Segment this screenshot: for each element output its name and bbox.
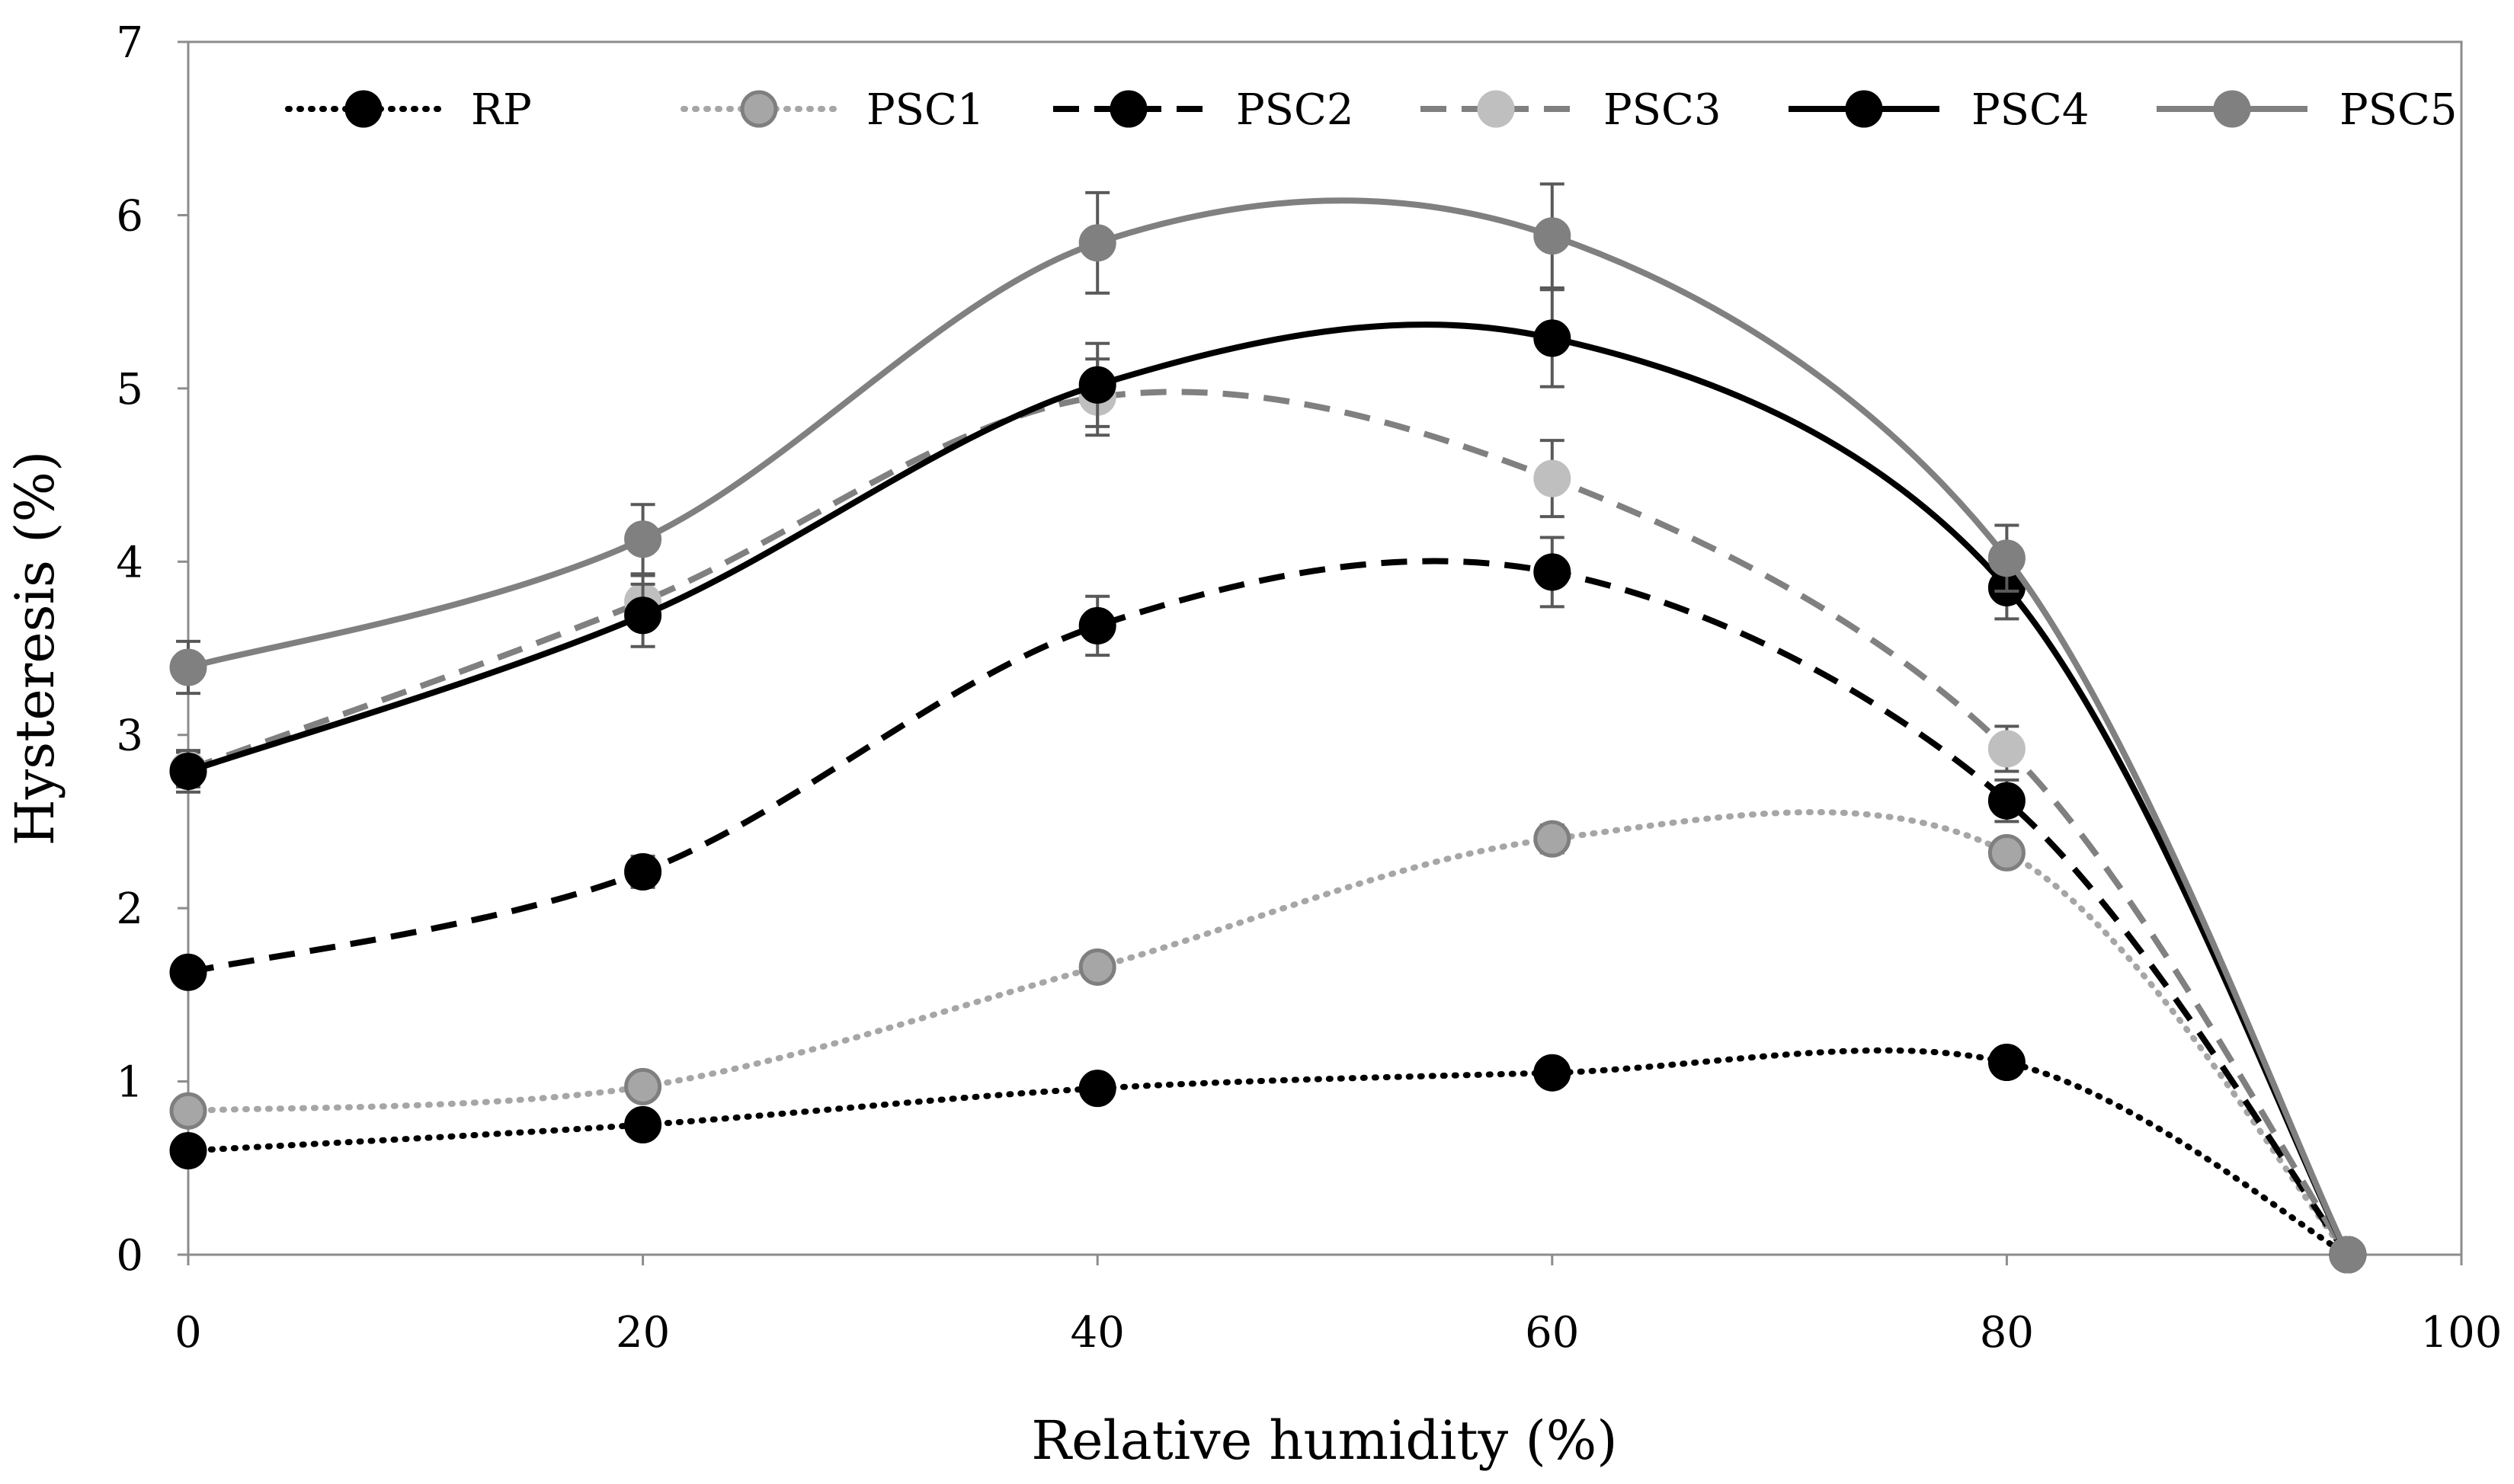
series-line-PSC4 xyxy=(187,321,2351,1256)
data-point-PSC1 xyxy=(1987,833,2026,872)
data-point-PSC2 xyxy=(169,953,207,991)
legend-item-PSC3: PSC3 xyxy=(1420,85,1721,135)
x-axis-title: Relative humidity (%) xyxy=(1031,1409,1617,1472)
series-PSC2 xyxy=(169,536,2367,1274)
legend-item-PSC5: PSC5 xyxy=(2157,85,2458,135)
axes: 0 20 40 60 80 100 0 1 2 3 4 5 6 7 xyxy=(116,18,2502,1358)
legend-marker-PSC3 xyxy=(1477,90,1515,128)
data-point-PSC5 xyxy=(624,520,662,558)
x-tick-label: 100 xyxy=(2421,1308,2503,1358)
legend-marker-RP xyxy=(344,90,383,128)
data-point-PSC5 xyxy=(2329,1236,2367,1274)
series-RP xyxy=(169,1044,2367,1274)
legend-label-PSC2: PSC2 xyxy=(1236,85,1354,135)
x-tick-label: 40 xyxy=(1071,1308,1125,1358)
x-tick-label: 80 xyxy=(1980,1308,2034,1358)
data-point-RP xyxy=(624,1105,662,1143)
data-point-PSC1 xyxy=(169,1092,207,1130)
data-point-PSC5 xyxy=(1078,224,1116,262)
y-tick-label: 1 xyxy=(116,1058,143,1108)
data-point-PSC5 xyxy=(1987,539,2026,577)
series-PSC4 xyxy=(169,288,2367,1274)
y-tick-label: 7 xyxy=(116,18,143,68)
data-point-RP xyxy=(1533,1054,1571,1092)
legend-label-RP: RP xyxy=(471,85,532,135)
series-line-PSC2 xyxy=(187,558,2351,1257)
y-tick-label: 6 xyxy=(116,191,143,241)
data-point-PSC1 xyxy=(624,1067,662,1105)
y-tick-label: 5 xyxy=(116,365,143,414)
legend-marker-PSC1 xyxy=(740,90,778,128)
data-point-PSC2 xyxy=(1987,782,2026,820)
legend-item-PSC1: PSC1 xyxy=(681,85,985,135)
y-tick-label: 4 xyxy=(116,538,143,587)
data-point-PSC4 xyxy=(169,752,207,790)
x-tick-label: 0 xyxy=(175,1308,202,1358)
data-point-PSC1 xyxy=(1533,820,1571,858)
data-point-PSC1 xyxy=(1078,948,1116,986)
data-point-PSC2 xyxy=(624,852,662,891)
x-tick-label: 20 xyxy=(616,1308,670,1358)
y-tick-label: 0 xyxy=(116,1231,143,1281)
series-layer xyxy=(169,182,2367,1274)
legend-label-PSC4: PSC4 xyxy=(1971,85,2090,135)
data-point-PSC4 xyxy=(624,596,662,635)
legend-label-PSC1: PSC1 xyxy=(866,85,985,135)
legend-label-PSC5: PSC5 xyxy=(2339,85,2458,135)
data-point-PSC3 xyxy=(1987,730,2026,768)
data-point-RP xyxy=(1078,1070,1116,1108)
legend-label-PSC3: PSC3 xyxy=(1603,85,1721,135)
data-point-PSC4 xyxy=(1533,319,1571,357)
series-line-PSC3 xyxy=(187,389,2351,1257)
data-point-RP xyxy=(1987,1044,2026,1082)
data-point-PSC5 xyxy=(169,648,207,686)
legend-marker-PSC5 xyxy=(2213,90,2251,128)
data-point-PSC2 xyxy=(1533,553,1571,591)
y-tick-label: 2 xyxy=(116,884,143,934)
y-axis-title: Hysteresis (%) xyxy=(4,451,66,846)
data-point-PSC2 xyxy=(1078,606,1116,644)
y-tick-label: 3 xyxy=(116,712,143,761)
series-line-RP xyxy=(185,1047,2351,1258)
series-PSC1 xyxy=(169,809,2367,1274)
legend-marker-PSC2 xyxy=(1110,90,1148,128)
legend: RP PSC1 PSC2 PSC3 PSC4 PSC5 xyxy=(285,85,2458,135)
data-point-PSC3 xyxy=(1533,459,1571,497)
plot-frame xyxy=(187,40,2463,1256)
legend-marker-PSC4 xyxy=(1845,90,1883,128)
legend-item-RP: RP xyxy=(285,85,532,135)
data-point-RP xyxy=(169,1132,207,1170)
data-point-PSC5 xyxy=(1533,217,1571,255)
series-line-PSC1 xyxy=(185,809,2351,1258)
legend-item-PSC4: PSC4 xyxy=(1789,85,2090,135)
series-PSC5 xyxy=(169,182,2367,1274)
legend-item-PSC2: PSC2 xyxy=(1053,85,1354,135)
x-tick-label: 60 xyxy=(1525,1308,1579,1358)
data-point-PSC4 xyxy=(1078,366,1116,404)
series-line-PSC5 xyxy=(187,197,2351,1256)
